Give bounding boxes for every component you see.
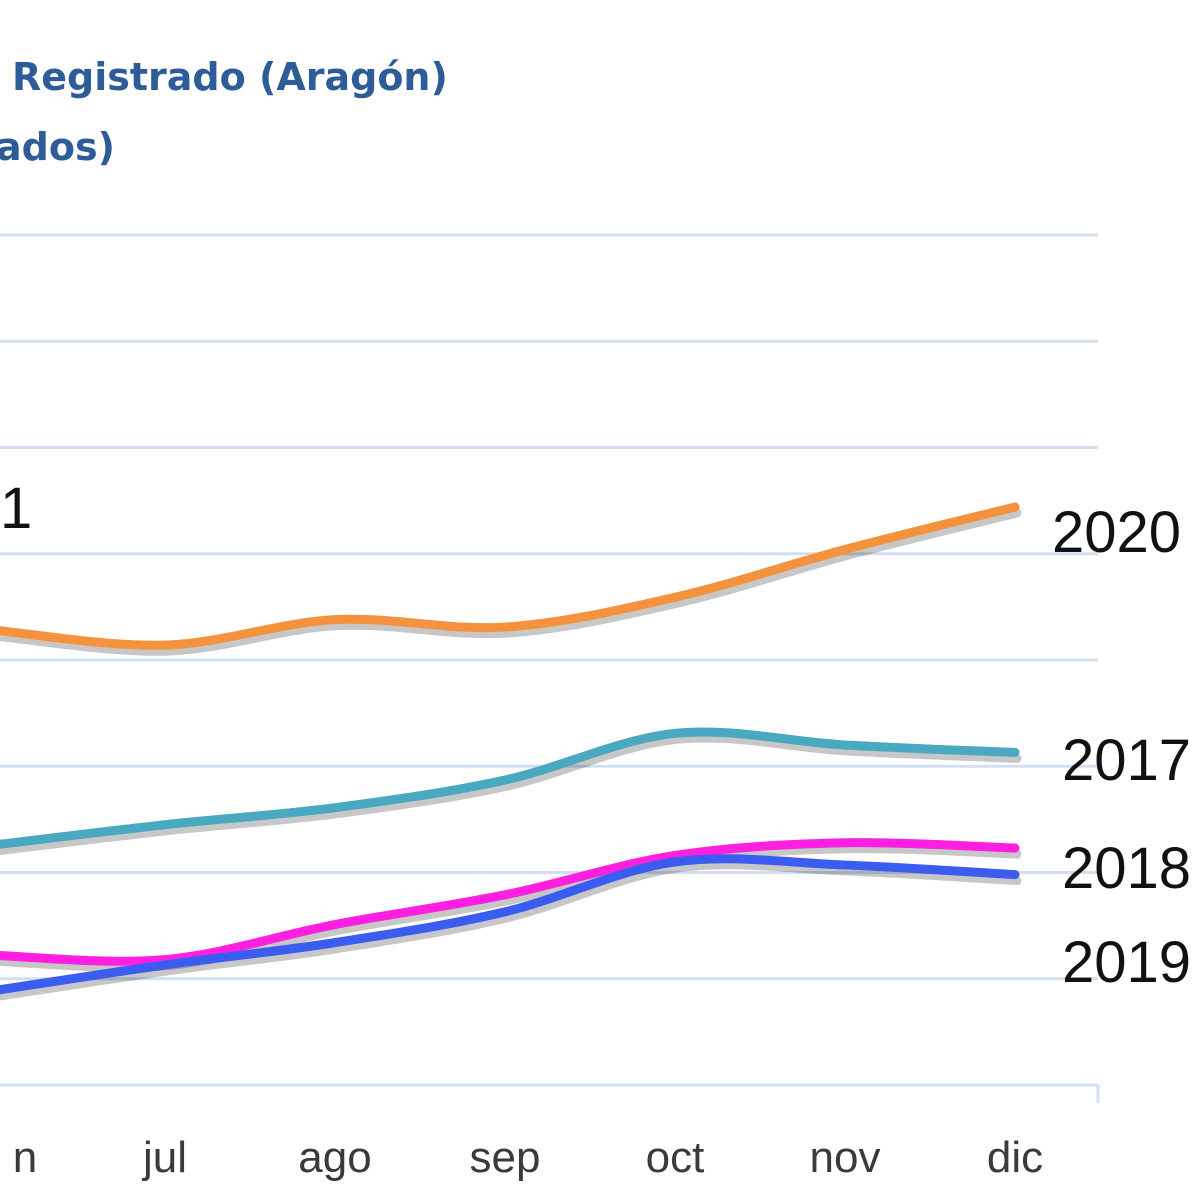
x-tick-label: ago (298, 1133, 371, 1182)
series-label-2018: 2018 (1062, 836, 1191, 901)
series-line-2018 (0, 838, 1020, 966)
partial-series-label: 1 (0, 476, 32, 541)
series-label-2020: 2020 (1052, 500, 1181, 565)
x-tick-label: nov (810, 1133, 881, 1182)
x-tick-label: jul (141, 1133, 187, 1182)
series-label-2017: 2017 (1062, 728, 1191, 793)
series-line-2019 (0, 854, 1020, 995)
series-shadow-2019 (0, 860, 1022, 1001)
series-shadow-2020 (0, 508, 1022, 656)
series-label-2019: 2019 (1062, 930, 1191, 995)
chart-title-line-2: ados) (0, 125, 115, 169)
series-line-2017 (0, 727, 1020, 849)
x-tick-label: n (13, 1133, 37, 1182)
series-shadow-2017 (0, 733, 1022, 856)
chart-title-line-1: Registrado (Aragón) (12, 55, 448, 99)
series-line-2020 (0, 502, 1020, 650)
x-tick-label: oct (646, 1133, 705, 1182)
x-tick-label: sep (470, 1133, 541, 1182)
x-tick-label: dic (987, 1133, 1043, 1182)
